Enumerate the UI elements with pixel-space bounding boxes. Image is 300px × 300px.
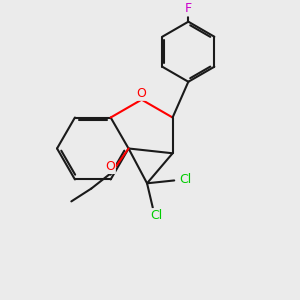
Text: F: F xyxy=(185,2,192,15)
Text: Cl: Cl xyxy=(179,173,191,186)
Text: O: O xyxy=(137,87,147,100)
Text: O: O xyxy=(105,160,115,173)
Text: Cl: Cl xyxy=(150,209,162,222)
